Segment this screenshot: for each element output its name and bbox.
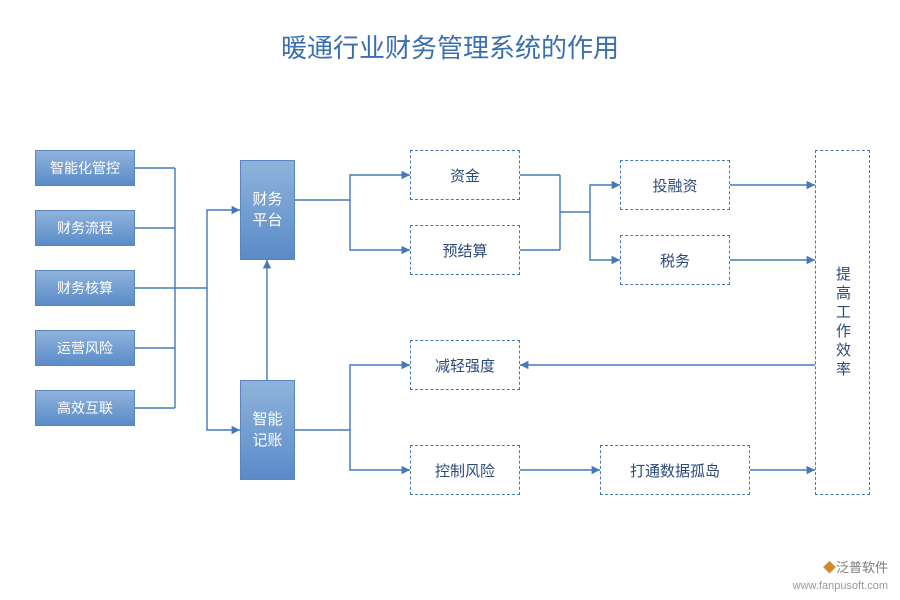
node-left2: 财务流程 xyxy=(35,210,135,246)
node-right: 提高工作效率 xyxy=(815,150,870,495)
node-label: 运营风险 xyxy=(57,338,113,358)
page-title: 暖通行业财务管理系统的作用 xyxy=(0,28,900,65)
node-label: 税务 xyxy=(660,250,690,271)
node-label: 财务核算 xyxy=(57,278,113,298)
node-left3: 财务核算 xyxy=(35,270,135,306)
watermark-url: www.fanpusoft.com xyxy=(793,580,888,592)
node-yjs: 预结算 xyxy=(410,225,520,275)
node-label: 财务流程 xyxy=(57,218,113,238)
node-left1: 智能化管控 xyxy=(35,150,135,186)
node-label: 投融资 xyxy=(652,175,697,196)
node-left4: 运营风险 xyxy=(35,330,135,366)
node-label: 预结算 xyxy=(442,240,487,261)
node-label: 资金 xyxy=(450,165,480,186)
diagram-canvas: 暖通行业财务管理系统的作用 智能化管控 财务流程 财务核算 运营风险 高效互联 … xyxy=(0,0,900,600)
watermark-brand: ◆泛普软件 xyxy=(823,557,888,576)
node-left5: 高效互联 xyxy=(35,390,135,426)
node-sw: 税务 xyxy=(620,235,730,285)
node-trz: 投融资 xyxy=(620,160,730,210)
node-label: 提高工作效率 xyxy=(832,266,853,380)
node-smart: 智能 记账 xyxy=(240,380,295,480)
node-kzfx: 控制风险 xyxy=(410,445,520,495)
node-label: 控制风险 xyxy=(435,460,495,481)
node-jqqd: 减轻强度 xyxy=(410,340,520,390)
node-label: 减轻强度 xyxy=(435,355,495,376)
node-label: 财务 平台 xyxy=(252,189,282,231)
node-zj: 资金 xyxy=(410,150,520,200)
node-label: 高效互联 xyxy=(57,398,113,418)
watermark-brand-text: 泛普软件 xyxy=(836,560,888,575)
edges-layer xyxy=(0,0,900,600)
node-dtsj: 打通数据孤岛 xyxy=(600,445,750,495)
node-label: 智能 记账 xyxy=(252,409,282,451)
node-label: 智能化管控 xyxy=(50,158,120,178)
node-platform: 财务 平台 xyxy=(240,160,295,260)
node-label: 打通数据孤岛 xyxy=(630,460,720,481)
